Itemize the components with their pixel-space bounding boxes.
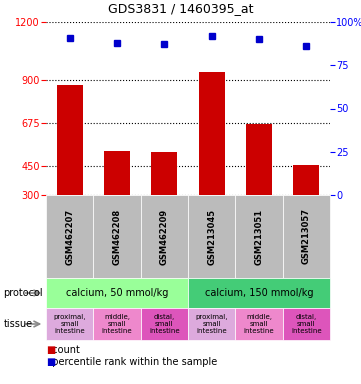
Text: calcium, 50 mmol/kg: calcium, 50 mmol/kg xyxy=(66,288,168,298)
Text: distal,
small
intestine: distal, small intestine xyxy=(149,314,180,334)
Text: ■: ■ xyxy=(46,357,55,367)
Text: percentile rank within the sample: percentile rank within the sample xyxy=(46,357,217,367)
Text: GSM462207: GSM462207 xyxy=(65,209,74,265)
Text: GSM462208: GSM462208 xyxy=(113,209,122,265)
Text: GDS3831 / 1460395_at: GDS3831 / 1460395_at xyxy=(108,2,253,15)
Text: GSM462209: GSM462209 xyxy=(160,209,169,265)
Text: GSM213045: GSM213045 xyxy=(207,209,216,265)
Text: tissue: tissue xyxy=(4,319,33,329)
Text: GSM213057: GSM213057 xyxy=(302,209,311,265)
Text: GSM213051: GSM213051 xyxy=(255,209,264,265)
Bar xyxy=(104,151,130,195)
Text: middle,
small
intestine: middle, small intestine xyxy=(102,314,132,334)
Text: distal,
small
intestine: distal, small intestine xyxy=(291,314,322,334)
Text: proximal,
small
intestine: proximal, small intestine xyxy=(53,314,86,334)
Text: calcium, 150 mmol/kg: calcium, 150 mmol/kg xyxy=(205,288,313,298)
Bar xyxy=(246,124,272,195)
Text: count: count xyxy=(46,345,80,355)
Text: protocol: protocol xyxy=(4,288,43,298)
Bar xyxy=(57,85,83,195)
Bar xyxy=(293,165,319,195)
Text: proximal,
small
intestine: proximal, small intestine xyxy=(195,314,228,334)
Text: middle,
small
intestine: middle, small intestine xyxy=(244,314,274,334)
Text: ■: ■ xyxy=(46,345,55,355)
Bar xyxy=(199,72,225,195)
Bar xyxy=(151,152,177,195)
